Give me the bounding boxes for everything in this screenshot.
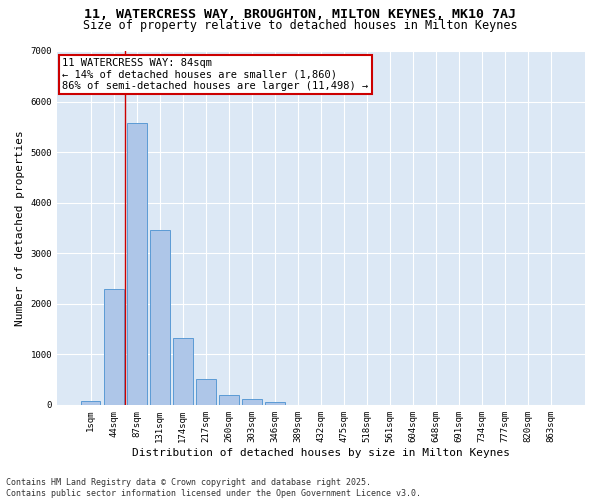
Bar xyxy=(219,395,239,405)
Bar xyxy=(127,123,146,405)
Bar xyxy=(265,402,284,405)
Text: Size of property relative to detached houses in Milton Keynes: Size of property relative to detached ho… xyxy=(83,19,517,32)
Text: 11 WATERCRESS WAY: 84sqm
← 14% of detached houses are smaller (1,860)
86% of sem: 11 WATERCRESS WAY: 84sqm ← 14% of detach… xyxy=(62,58,368,92)
Y-axis label: Number of detached properties: Number of detached properties xyxy=(15,130,25,326)
Bar xyxy=(104,289,124,405)
Bar xyxy=(150,230,170,405)
Title: 11, WATERCRESS WAY, BROUGHTON, MILTON KEYNES, MK10 7AJ
Size of property relative: 11, WATERCRESS WAY, BROUGHTON, MILTON KE… xyxy=(0,499,1,500)
Bar xyxy=(196,379,215,405)
X-axis label: Distribution of detached houses by size in Milton Keynes: Distribution of detached houses by size … xyxy=(132,448,510,458)
Text: 11, WATERCRESS WAY, BROUGHTON, MILTON KEYNES, MK10 7AJ: 11, WATERCRESS WAY, BROUGHTON, MILTON KE… xyxy=(84,8,516,20)
Bar xyxy=(173,338,193,405)
Bar xyxy=(242,399,262,405)
Bar xyxy=(81,402,100,405)
Text: Contains HM Land Registry data © Crown copyright and database right 2025.
Contai: Contains HM Land Registry data © Crown c… xyxy=(6,478,421,498)
